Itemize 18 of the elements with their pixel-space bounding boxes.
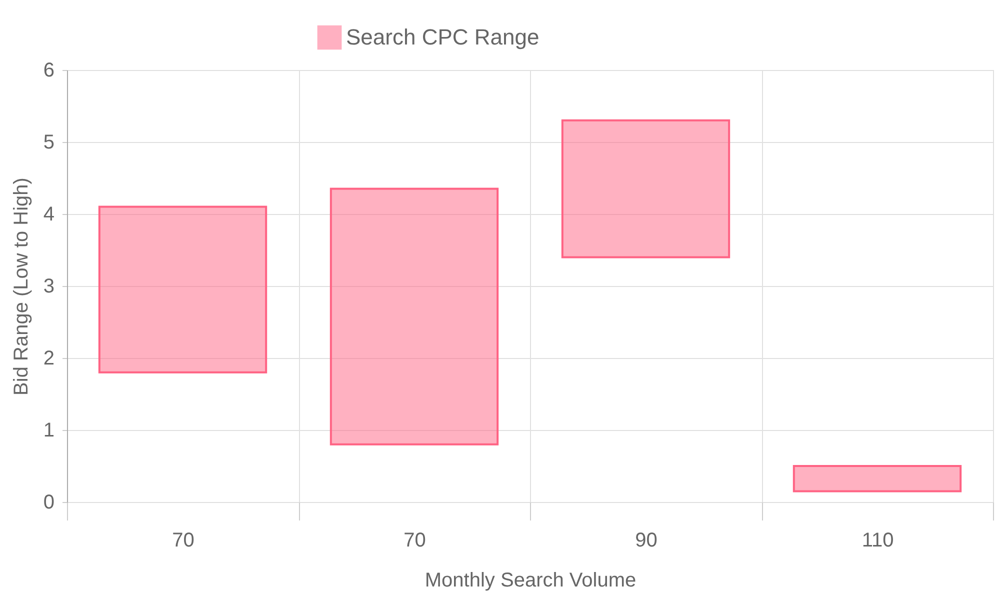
y-tick-label: 3 xyxy=(43,276,54,298)
x-tick-label: 70 xyxy=(404,530,426,552)
bar xyxy=(792,465,962,492)
y-tick-label: 5 xyxy=(43,132,54,154)
y-tick-label: 2 xyxy=(43,348,54,370)
bar xyxy=(330,188,499,446)
bar xyxy=(98,206,268,374)
y-tick-label: 4 xyxy=(43,204,54,226)
x-tick-label: 70 xyxy=(172,530,194,552)
y-tick-label: 6 xyxy=(43,60,54,82)
legend-label: Search CPC Range xyxy=(346,24,540,50)
x-axis-title: Monthly Search Volume xyxy=(424,570,636,592)
y-tick-label: 1 xyxy=(43,420,54,442)
bar xyxy=(561,119,730,258)
x-tick-label: 90 xyxy=(635,530,658,552)
y-axis-title: Bid Range (Low to High) xyxy=(10,178,32,396)
y-tick-label: 0 xyxy=(43,492,54,514)
x-tick-label: 110 xyxy=(862,530,894,552)
